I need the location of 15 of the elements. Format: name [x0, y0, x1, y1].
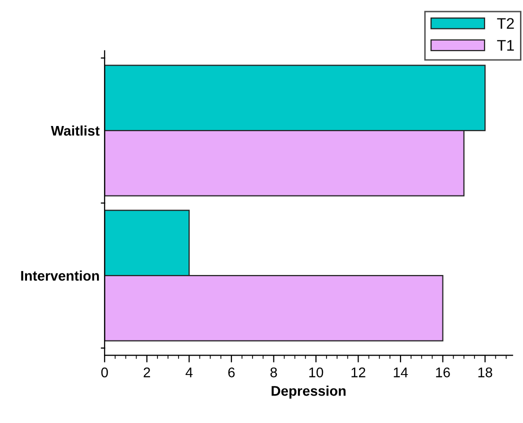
x-tick-label: 10 — [309, 367, 324, 378]
x-tick-label: 0 — [101, 367, 108, 378]
x-tick-label: 2 — [144, 367, 150, 378]
x-tick-label: 8 — [270, 367, 277, 378]
x-tick-label: 12 — [352, 367, 366, 378]
x-axis-title: Depression — [272, 386, 346, 399]
y-tick-label: Waitlist — [50, 125, 100, 136]
x-tick-label: 4 — [186, 368, 193, 378]
legend-label: T1 — [497, 40, 514, 51]
x-tick-label: 14 — [394, 368, 408, 378]
x-tick-label: 6 — [228, 367, 235, 378]
legend-label: T2 — [497, 18, 514, 29]
x-tick-label: 18 — [478, 367, 492, 378]
y-tick-label: Intervention — [21, 270, 99, 281]
x-tick-label: 16 — [436, 367, 450, 378]
